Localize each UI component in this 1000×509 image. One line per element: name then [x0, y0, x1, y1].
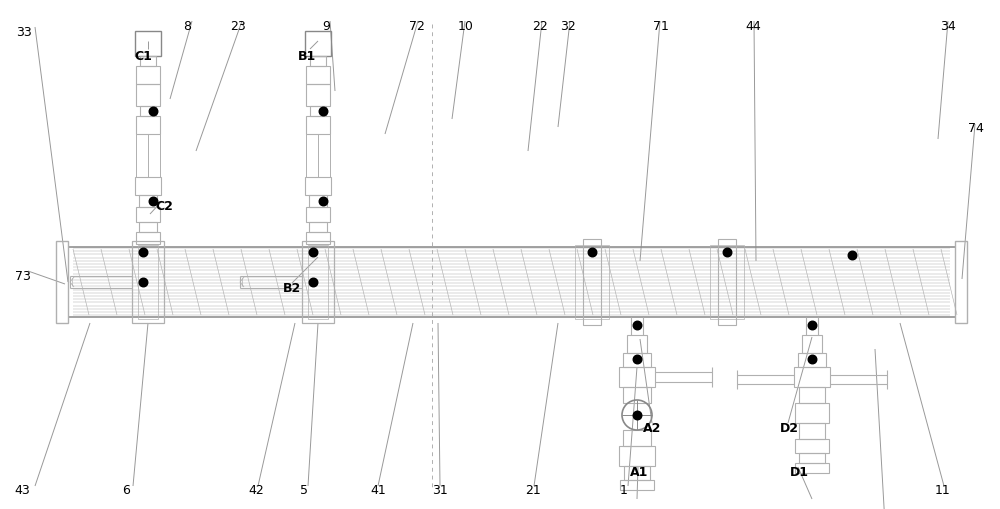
Point	[315, 197, 331, 206]
Text: 72: 72	[409, 20, 425, 33]
Text: 71: 71	[653, 20, 669, 33]
Text: B1: B1	[298, 50, 316, 63]
Bar	[305, 32, 331, 57]
Bar	[309, 222, 327, 233]
Text: 44: 44	[745, 20, 761, 33]
Text: 34: 34	[940, 20, 956, 33]
Point	[145, 108, 161, 116]
Bar	[718, 240, 736, 325]
Text: 21: 21	[525, 483, 541, 496]
Bar	[623, 387, 651, 403]
Point	[804, 355, 820, 363]
Bar	[138, 245, 158, 319]
Bar	[136, 85, 160, 107]
Text: 11: 11	[935, 483, 951, 496]
Text: B2: B2	[283, 281, 301, 294]
Bar	[136, 208, 160, 222]
Bar	[794, 367, 830, 387]
Bar	[799, 423, 825, 439]
Bar	[136, 117, 160, 135]
Bar	[309, 195, 327, 208]
Point	[305, 248, 321, 257]
Bar	[955, 242, 967, 323]
Text: 31: 31	[432, 483, 448, 496]
Bar	[795, 439, 829, 453]
Point	[305, 278, 321, 287]
Bar	[140, 57, 156, 67]
Bar	[306, 67, 330, 85]
Text: 23: 23	[230, 20, 246, 33]
Text: 5: 5	[300, 483, 308, 496]
Text: D1: D1	[790, 465, 809, 478]
Bar	[139, 222, 157, 233]
Bar	[627, 335, 647, 353]
Text: 1: 1	[620, 483, 628, 496]
Text: 6: 6	[122, 483, 130, 496]
Bar	[799, 453, 825, 463]
Point	[135, 278, 151, 287]
Text: C1: C1	[134, 50, 152, 63]
Bar	[619, 446, 655, 466]
Point	[145, 197, 161, 206]
Bar	[623, 353, 651, 367]
Text: 9: 9	[322, 20, 330, 33]
Point	[629, 355, 645, 363]
Text: A1: A1	[630, 465, 648, 478]
Point	[804, 321, 820, 329]
Point	[584, 248, 600, 257]
Text: 22: 22	[532, 20, 548, 33]
Point	[844, 251, 860, 260]
Text: 43: 43	[14, 483, 30, 496]
Point	[629, 411, 645, 419]
Text: 8: 8	[183, 20, 191, 33]
Point	[719, 248, 735, 257]
Bar	[136, 233, 160, 244]
Bar	[139, 195, 157, 208]
Text: 41: 41	[370, 483, 386, 496]
Text: 10: 10	[458, 20, 474, 33]
Bar	[306, 85, 330, 107]
Bar	[132, 242, 164, 323]
Bar	[306, 208, 330, 222]
Bar	[620, 480, 654, 490]
Bar	[802, 335, 822, 353]
Bar	[583, 240, 601, 325]
Bar	[710, 245, 744, 319]
Text: D2: D2	[780, 421, 799, 434]
Point	[315, 108, 331, 116]
Bar	[310, 57, 326, 67]
Text: C2: C2	[155, 200, 173, 213]
Bar	[575, 245, 609, 319]
Text: A2: A2	[643, 421, 661, 434]
Text: 73: 73	[15, 269, 31, 282]
Text: 74: 74	[968, 122, 984, 135]
Point	[135, 248, 151, 257]
Bar	[308, 245, 328, 319]
Bar	[310, 107, 326, 117]
Bar	[302, 242, 334, 323]
Bar	[798, 353, 826, 367]
Text: 33: 33	[16, 26, 32, 39]
Bar	[795, 463, 829, 473]
Bar	[623, 430, 651, 446]
Bar	[136, 67, 160, 85]
Bar	[795, 403, 829, 423]
Bar	[306, 233, 330, 244]
Bar	[624, 466, 650, 480]
Bar	[56, 242, 68, 323]
Bar	[135, 32, 161, 57]
Bar	[799, 387, 825, 403]
Bar	[135, 178, 161, 195]
Bar	[619, 367, 655, 387]
Bar	[140, 107, 156, 117]
Bar	[305, 178, 331, 195]
Point	[629, 321, 645, 329]
Text: 32: 32	[560, 20, 576, 33]
Text: 42: 42	[248, 483, 264, 496]
Bar	[306, 117, 330, 135]
